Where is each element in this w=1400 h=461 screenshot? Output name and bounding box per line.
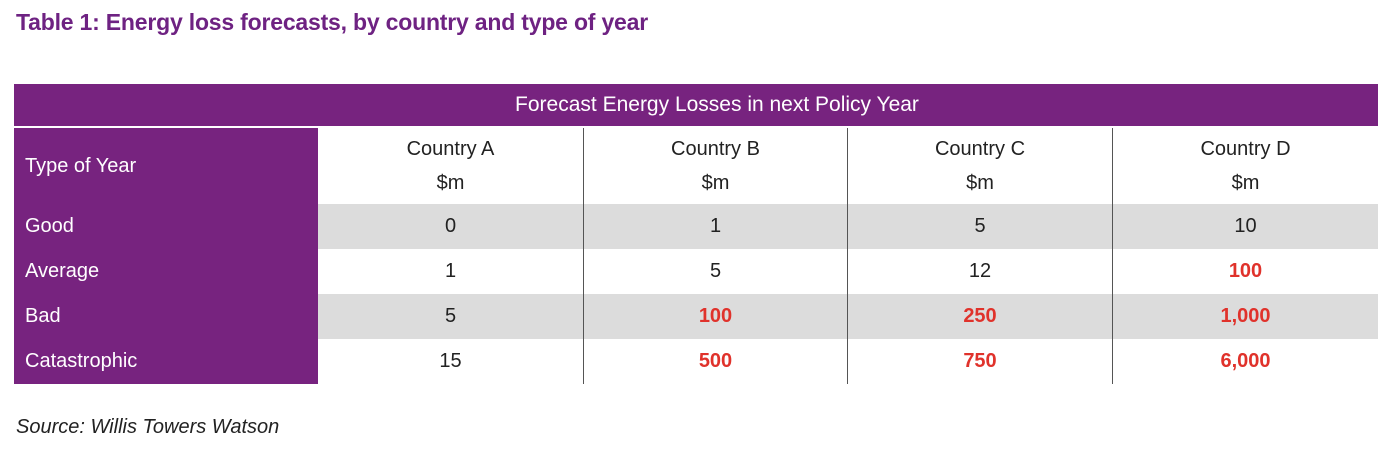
table-cell-highlighted: 500 — [583, 339, 847, 384]
table-cell: 12 — [847, 249, 1112, 294]
table-cell-highlighted: 750 — [847, 339, 1112, 384]
table-cell-highlighted: 1,000 — [1112, 294, 1378, 339]
table-cell: 0 — [318, 204, 583, 249]
table-cell: 5 — [847, 204, 1112, 249]
table-cell-highlighted: 6,000 — [1112, 339, 1378, 384]
table-cell-highlighted: 100 — [1112, 249, 1378, 294]
source-note: Source: Willis Towers Watson — [16, 416, 280, 438]
column-name: Country B — [671, 138, 760, 160]
column-unit: $m — [701, 172, 730, 194]
energy-loss-table: Forecast Energy Losses in next Policy Ye… — [14, 84, 1378, 384]
column-header-country-c: Country C $m — [847, 128, 1112, 204]
row-label-bad: Bad — [14, 294, 318, 339]
table-caption-text: Forecast Energy Losses in next Policy Ye… — [515, 93, 919, 116]
table-cell: 5 — [318, 294, 583, 339]
column-header-country-b: Country B $m — [583, 128, 847, 204]
row-label-good: Good — [14, 204, 318, 249]
table-cell: 15 — [318, 339, 583, 384]
row-label-catastrophic: Catastrophic — [14, 339, 318, 384]
table-cell: 5 — [583, 249, 847, 294]
column-unit: $m — [1231, 172, 1260, 194]
table-cell-highlighted: 250 — [847, 294, 1112, 339]
table-cell: 1 — [318, 249, 583, 294]
column-unit: $m — [966, 172, 994, 194]
table-caption: Forecast Energy Losses in next Policy Ye… — [14, 84, 1378, 128]
table-cell-highlighted: 100 — [583, 294, 847, 339]
table-cell: 10 — [1112, 204, 1378, 249]
row-header-label: Type of Year — [14, 128, 318, 204]
table-grid: Type of Year Country A $m Country B $m C… — [14, 128, 1378, 384]
column-unit: $m — [436, 172, 465, 194]
table-title: Table 1: Energy loss forecasts, by count… — [16, 9, 648, 35]
table-cell: 1 — [583, 204, 847, 249]
column-header-country-a: Country A $m — [318, 128, 583, 204]
row-label-average: Average — [14, 249, 318, 294]
column-name: Country D — [1200, 138, 1291, 160]
column-name: Country A — [406, 138, 495, 160]
column-header-country-d: Country D $m — [1112, 128, 1378, 204]
column-name: Country C — [934, 138, 1026, 160]
